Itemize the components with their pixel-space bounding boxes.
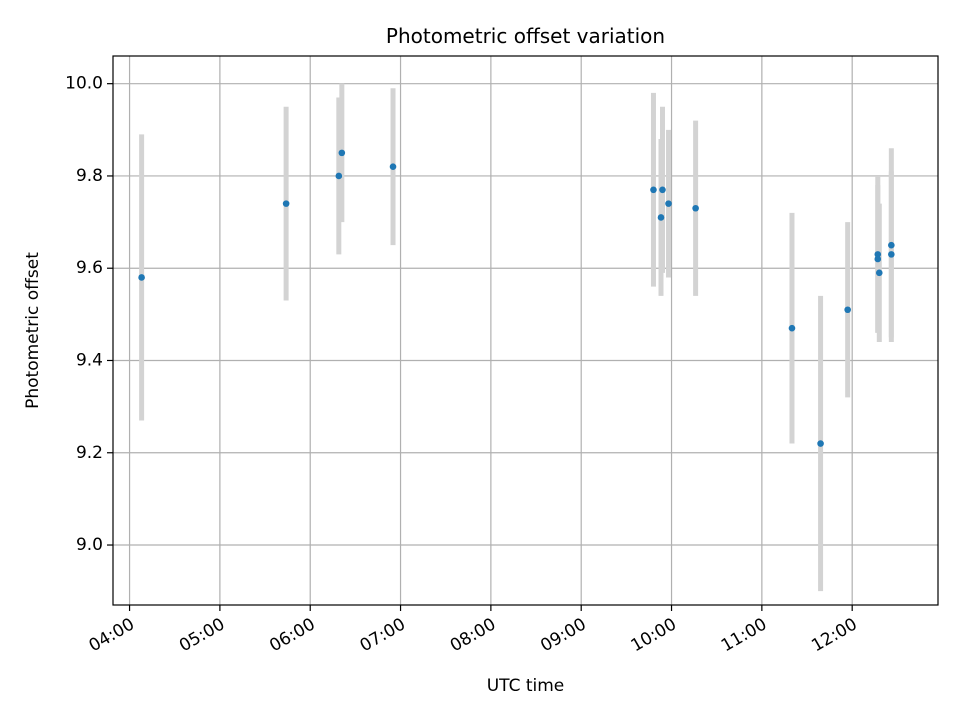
y-axis-title: Photometric offset xyxy=(23,252,43,409)
data-point xyxy=(335,172,343,180)
chart-title: Photometric offset variation xyxy=(386,24,665,48)
y-tick-label: 9.6 xyxy=(76,258,103,278)
data-point xyxy=(138,274,145,281)
data-point xyxy=(657,214,665,221)
x-axis-title: UTC time xyxy=(487,676,565,696)
data-point xyxy=(650,186,657,194)
y-tick-label: 9.4 xyxy=(76,350,103,370)
y-tick-label: 10.0 xyxy=(65,74,103,94)
y-tick-label: 9.0 xyxy=(76,535,103,555)
data-point xyxy=(817,440,824,447)
y-tick-label: 9.2 xyxy=(76,443,103,463)
data-point xyxy=(844,306,851,314)
marker-layer xyxy=(138,149,895,447)
data-point xyxy=(389,163,397,171)
data-point xyxy=(888,241,895,249)
data-point xyxy=(888,251,895,258)
data-point xyxy=(282,200,290,207)
data-point xyxy=(788,324,796,332)
plot-area-frame xyxy=(112,55,939,606)
data-point xyxy=(665,200,672,207)
data-point xyxy=(874,255,882,263)
data-point xyxy=(874,251,882,258)
data-point xyxy=(692,204,699,212)
grid-layer xyxy=(113,56,938,605)
data-point xyxy=(875,269,883,277)
data-point xyxy=(659,186,666,194)
y-tick-label: 9.8 xyxy=(76,166,103,186)
data-point xyxy=(338,149,346,157)
